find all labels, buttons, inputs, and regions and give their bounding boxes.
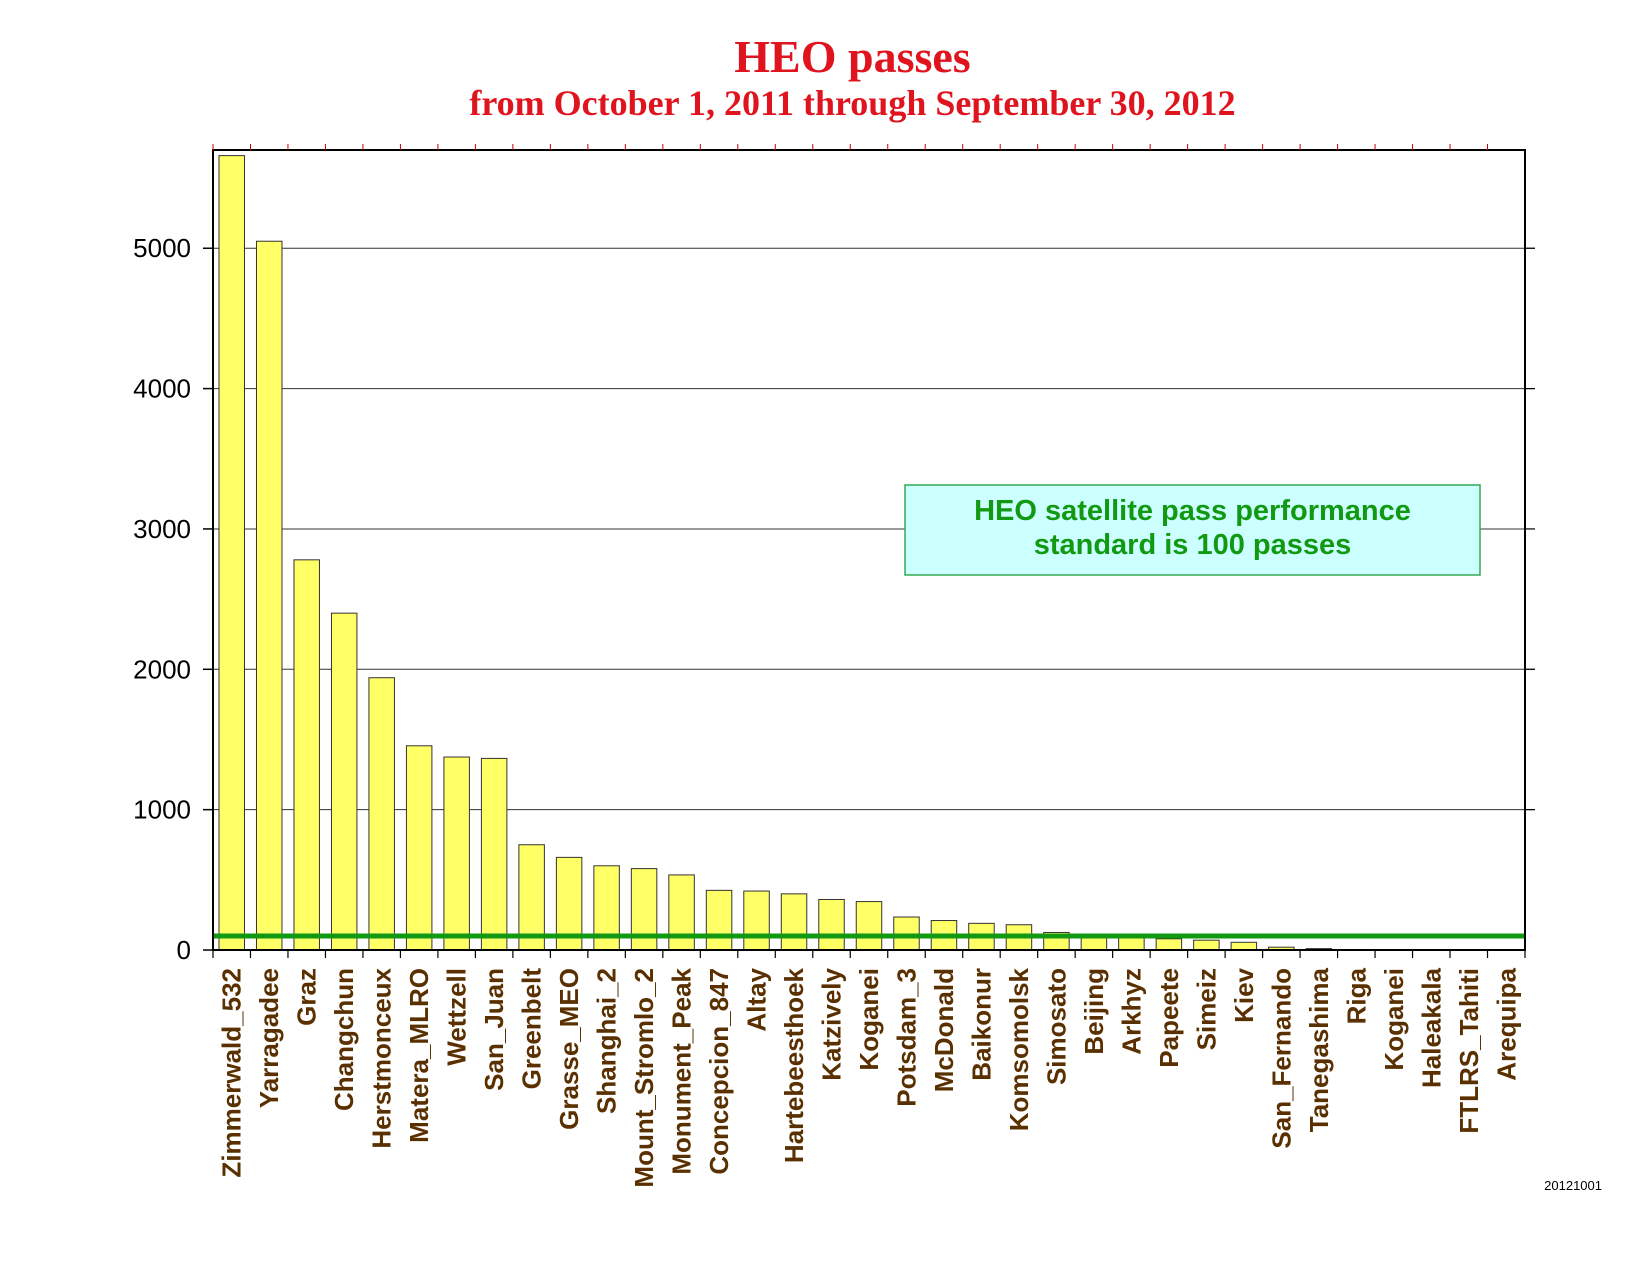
x-category-label: Koganei <box>1379 968 1409 1071</box>
y-tick-label: 2000 <box>133 654 191 684</box>
bar <box>330 612 358 951</box>
bar <box>743 890 770 951</box>
bar <box>218 155 245 951</box>
x-category-label: Greenbelt <box>517 968 547 1090</box>
x-category-label: Komsomolsk <box>1004 967 1034 1131</box>
chart-subtitle: from October 1, 2011 through September 3… <box>469 83 1236 123</box>
chart-title: HEO passes <box>734 31 971 82</box>
plot-frame <box>212 149 1526 951</box>
x-category-label: Baikonur <box>966 968 996 1081</box>
bar <box>480 757 508 951</box>
x-category-label: Zimmerwald_532 <box>217 968 247 1178</box>
x-category-label: Simosato <box>1041 968 1071 1085</box>
x-category-label: Herstmonceux <box>367 967 397 1148</box>
y-tick-label: 3000 <box>133 514 191 544</box>
bar <box>1230 941 1258 951</box>
x-category-label: Grasse_MEO <box>554 968 584 1130</box>
x-category-label: Concepcion_847 <box>704 968 734 1175</box>
date-stamp: 20121001 <box>1544 1178 1602 1193</box>
x-category-label: Graz <box>292 968 322 1026</box>
bar <box>443 756 470 951</box>
x-category-label: Tanegashima <box>1304 967 1334 1132</box>
y-tick-label: 0 <box>177 935 191 965</box>
x-category-label: Matera_MLRO <box>404 968 434 1143</box>
x-category-label: Beijing <box>1079 968 1109 1055</box>
bar <box>1155 938 1183 951</box>
x-category-label: Hartebeesthoek <box>779 967 809 1163</box>
bar <box>293 559 320 951</box>
bar <box>255 240 283 951</box>
x-category-label: Arkhyz <box>1116 968 1146 1055</box>
bar <box>705 889 733 951</box>
x-category-label: Kiev <box>1229 967 1259 1022</box>
y-tick-label: 1000 <box>133 795 191 825</box>
x-category-label: Monument_Peak <box>667 967 697 1174</box>
x-category-label: FTLRS_Tahiti <box>1454 968 1484 1134</box>
bars <box>218 155 1333 951</box>
x-category-label: Riga <box>1341 967 1371 1024</box>
annotation-box: HEO satellite pass performance standard … <box>904 484 1481 576</box>
x-category-label: Yarragadee <box>254 968 284 1108</box>
x-category-label: Arequipa <box>1491 967 1521 1080</box>
annotation-text-line-1: HEO satellite pass performance <box>974 495 1411 527</box>
y-tick-label: 5000 <box>133 233 191 263</box>
x-category-label: San_Juan <box>479 968 509 1091</box>
bar <box>780 893 808 951</box>
x-category-label: Wettzell <box>442 968 472 1066</box>
x-category-label: Shanghai_2 <box>592 968 622 1114</box>
x-category-label: McDonald <box>929 968 959 1092</box>
bar <box>518 844 545 951</box>
x-category-label: Papeete <box>1154 968 1184 1068</box>
y-tick-label: 4000 <box>133 374 191 404</box>
x-category-label: Changchun <box>329 968 359 1111</box>
x-category-label: Potsdam_3 <box>891 968 921 1107</box>
bar <box>818 898 845 951</box>
x-category-label: Mount_Stromlo_2 <box>629 968 659 1188</box>
x-category-label: Koganei <box>854 968 884 1071</box>
x-category-label: Haleakala <box>1416 967 1446 1088</box>
bar <box>368 677 395 951</box>
x-category-label: San_Fernando <box>1266 968 1296 1149</box>
bar <box>1193 939 1220 951</box>
bar <box>668 874 695 951</box>
bar <box>405 745 433 951</box>
annotation-text-line-2: standard is 100 passes <box>1034 529 1352 561</box>
y-tick-labels: 0 1000 2000 3000 4000 5000 <box>133 233 191 965</box>
x-category-label: Altay <box>742 967 772 1031</box>
x-category-labels: Zimmerwald_532 Yarragadee Graz Changchun Her… <box>217 967 1522 1187</box>
x-category-label: Katzively <box>817 967 847 1080</box>
x-category-label: Simeiz <box>1191 968 1221 1050</box>
axis-ticks <box>203 144 1535 958</box>
bar <box>855 901 883 951</box>
